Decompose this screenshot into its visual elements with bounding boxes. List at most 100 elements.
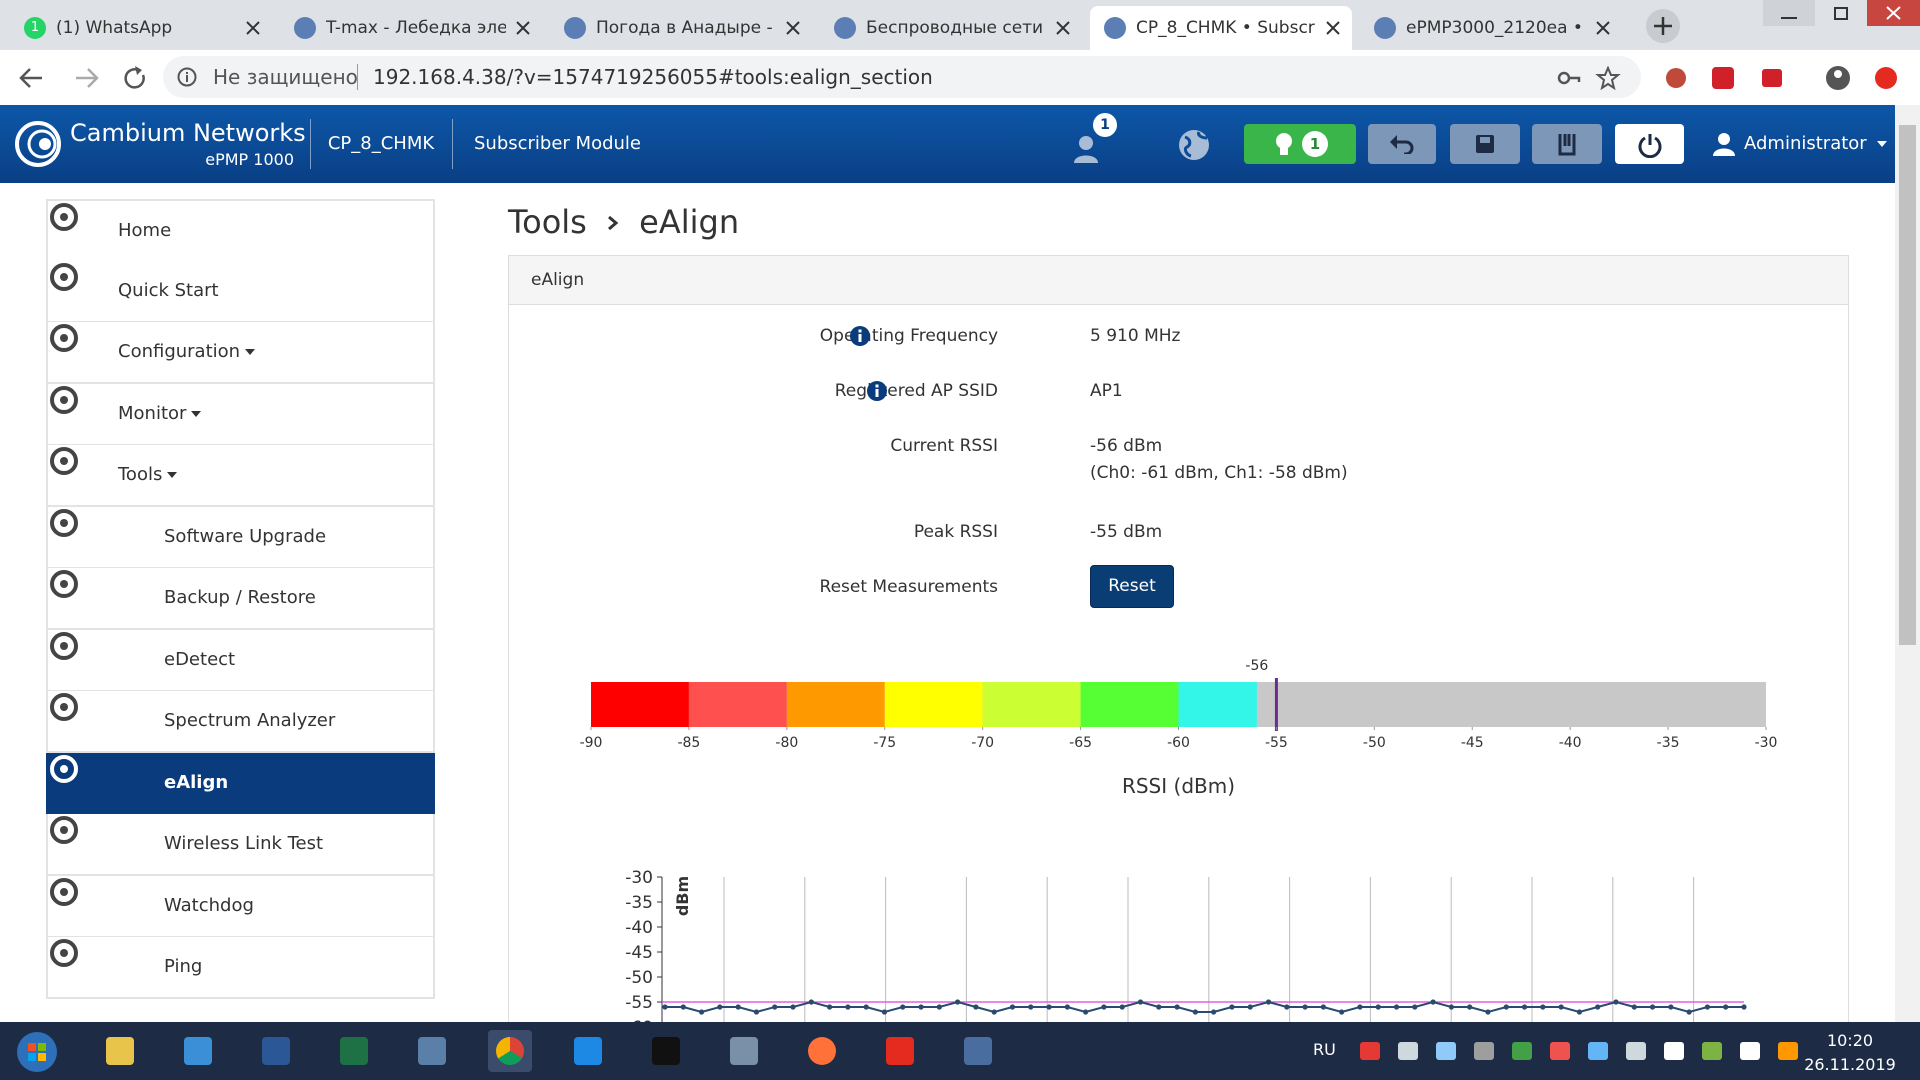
undo-button[interactable] <box>1368 124 1436 164</box>
scrollbar[interactable] <box>1895 105 1920 1022</box>
taskbar-app[interactable] <box>410 1030 454 1072</box>
tab-close[interactable] <box>786 21 800 35</box>
nav-item[interactable]: Ping <box>46 937 435 999</box>
scroll-thumb[interactable] <box>1899 125 1916 645</box>
nav-text: Ping <box>164 956 203 977</box>
tab[interactable]: ePMP3000_2120ea • <box>1360 6 1622 50</box>
tab-close[interactable] <box>516 21 530 35</box>
data-point <box>1412 1004 1418 1010</box>
taskbar-app[interactable] <box>566 1030 610 1072</box>
icon-shape <box>50 203 78 231</box>
nav-item[interactable]: Spectrum Analyzer <box>46 691 435 753</box>
nav-item[interactable]: Tools <box>46 445 435 507</box>
taskbar-app[interactable] <box>722 1030 766 1072</box>
data-point <box>1357 1004 1363 1010</box>
extension-icons[interactable] <box>1660 63 1910 93</box>
nav-item[interactable]: Monitor <box>46 383 435 446</box>
taskbar-app[interactable] <box>488 1030 532 1072</box>
save-icon <box>1476 135 1494 153</box>
info-icon[interactable] <box>866 380 888 402</box>
clock-date[interactable]: 26.11.2019 <box>1804 1055 1896 1074</box>
caret <box>167 472 178 478</box>
alerts-button[interactable]: 1 <box>1244 124 1356 164</box>
taskbar-app[interactable] <box>176 1030 220 1072</box>
info-icon <box>177 67 197 87</box>
save-button[interactable] <box>1450 124 1520 164</box>
info-icon[interactable] <box>849 325 871 347</box>
new-tab-button[interactable] <box>1645 8 1681 44</box>
data-point <box>662 1004 668 1010</box>
field-detail: (Ch0: -61 dBm, Ch1: -58 dBm) <box>1090 463 1348 483</box>
tray-icon[interactable] <box>1588 1042 1608 1060</box>
app-icon <box>340 1037 368 1065</box>
tab[interactable]: Погода в Анадыре - <box>550 6 812 50</box>
nav-item[interactable]: Backup / Restore <box>46 568 435 630</box>
y-tick-label: -50 <box>625 968 653 988</box>
tray-icon[interactable] <box>1740 1042 1760 1060</box>
taskbar-app[interactable] <box>800 1030 844 1072</box>
language[interactable]: RU <box>1313 1040 1336 1059</box>
tray-icon[interactable] <box>1398 1042 1418 1060</box>
taskbar-app[interactable] <box>98 1030 142 1072</box>
window-controls[interactable] <box>1763 0 1920 30</box>
icon-shape <box>50 324 78 352</box>
data-point <box>1028 1004 1034 1010</box>
tab-close[interactable] <box>1596 21 1610 35</box>
nav-text: Software Upgrade <box>164 525 327 547</box>
tray-icon[interactable] <box>1512 1042 1532 1060</box>
data-point <box>1741 1004 1747 1010</box>
taskbar-app[interactable] <box>332 1030 376 1072</box>
tray-icon[interactable] <box>1626 1042 1646 1060</box>
tray-icon[interactable] <box>1778 1042 1798 1060</box>
power-button[interactable] <box>1615 124 1684 164</box>
data-point <box>1485 1009 1491 1015</box>
nav-item[interactable]: eAlign <box>46 752 435 815</box>
reset-button[interactable]: Reset <box>1090 565 1174 608</box>
tray-icon[interactable] <box>1436 1042 1456 1060</box>
tray-icon[interactable] <box>1702 1042 1722 1060</box>
tray-icon[interactable] <box>1474 1042 1494 1060</box>
user-menu[interactable]: Administrator <box>1744 133 1887 154</box>
tab[interactable]: CP_8_CHMK • Subscri <box>1090 6 1352 50</box>
tray-icon[interactable] <box>1550 1042 1570 1060</box>
user-icon[interactable] <box>1072 129 1106 165</box>
nav-text: Spectrum Analyzer <box>164 710 336 731</box>
tools-button[interactable] <box>1532 124 1602 164</box>
nav-buttons[interactable] <box>18 64 158 92</box>
x-tick-label: -50 <box>1363 735 1386 751</box>
x-tick-label: -55 <box>1265 735 1288 751</box>
tab[interactable]: 1 (1) WhatsApp <box>10 6 272 50</box>
tab[interactable]: Беспроводные сети <box>820 6 1082 50</box>
nav-item[interactable]: Configuration <box>46 322 435 384</box>
nav-item[interactable]: Home <box>46 199 435 263</box>
nav-item[interactable]: Watchdog <box>46 875 435 938</box>
omnibox-icons[interactable] <box>1556 66 1626 90</box>
taskbar-app[interactable] <box>878 1030 922 1072</box>
taskbar-app[interactable] <box>254 1030 298 1072</box>
y-axis-title: dBm <box>673 876 692 916</box>
taskbar-app[interactable] <box>956 1030 1000 1072</box>
tab-close[interactable] <box>1056 21 1070 35</box>
charts: -56 -90 -85 -80 -75 -70 -65 -60 -55 -50 -45 -40 -35 -… <box>580 658 1777 1022</box>
nav-text: Home <box>118 220 172 241</box>
nav-text: Tools <box>118 464 163 485</box>
tab-title: Беспроводные сети <box>866 18 1044 38</box>
start-button[interactable] <box>12 1030 62 1074</box>
nav-item[interactable]: eDetect <box>46 629 435 692</box>
nav-item[interactable]: Software Upgrade <box>46 506 435 569</box>
nav-item[interactable]: Wireless Link Test <box>46 814 435 876</box>
breadcrumb-item[interactable]: Tools <box>508 203 587 241</box>
nav-item[interactable]: Quick Start <box>46 260 435 323</box>
tray-icon[interactable] <box>1360 1042 1380 1060</box>
tab-title: Погода в Анадыре - <box>596 18 773 38</box>
tab-badge: 1 <box>24 17 46 39</box>
globe-icon[interactable] <box>1177 128 1211 162</box>
address-bar[interactable]: Не защищено 192.168.4.38/?v=157471925605… <box>163 56 1641 98</box>
clock-time[interactable]: 10:20 <box>1826 1031 1874 1050</box>
tools-icon <box>1558 134 1576 156</box>
taskbar-app[interactable] <box>644 1030 688 1072</box>
tab-close[interactable] <box>246 21 260 35</box>
tray-icon[interactable] <box>1664 1042 1684 1060</box>
tab[interactable]: T-max - Лебедка эле <box>280 6 542 50</box>
tab-close[interactable] <box>1326 21 1340 35</box>
